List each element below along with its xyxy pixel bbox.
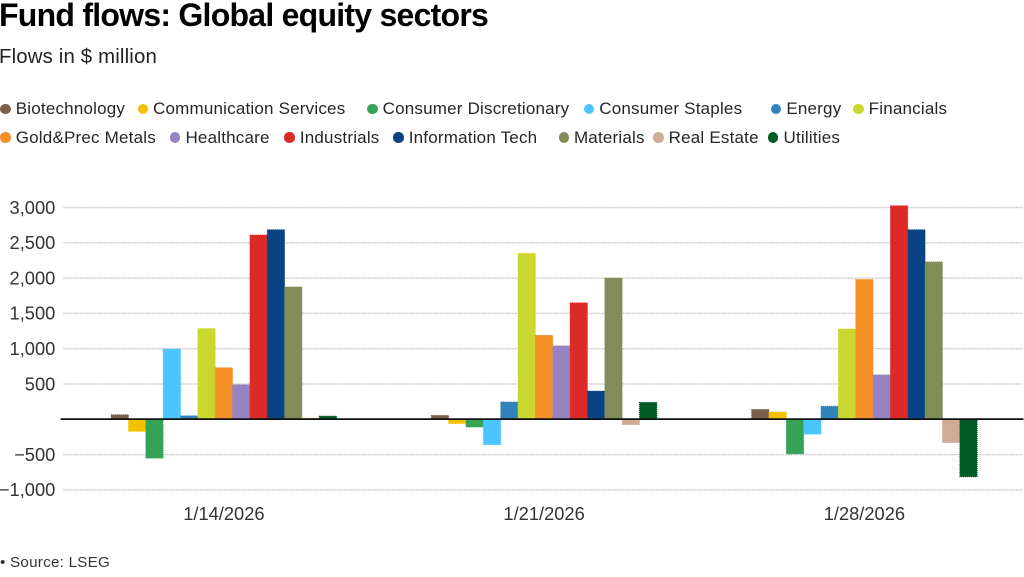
svg-text:−500: −500 — [14, 444, 55, 465]
svg-text:1/28/2026: 1/28/2026 — [824, 503, 905, 524]
svg-text:2,000: 2,000 — [10, 267, 56, 288]
svg-text:1/21/2026: 1/21/2026 — [503, 503, 584, 524]
svg-text:500: 500 — [25, 373, 56, 394]
svg-text:3,000: 3,000 — [10, 197, 56, 218]
svg-text:1,000: 1,000 — [10, 338, 56, 359]
svg-text:1,500: 1,500 — [10, 303, 56, 324]
svg-text:2,500: 2,500 — [10, 232, 56, 253]
svg-text:1/14/2026: 1/14/2026 — [183, 503, 264, 524]
svg-text:−1,000: −1,000 — [0, 479, 55, 500]
